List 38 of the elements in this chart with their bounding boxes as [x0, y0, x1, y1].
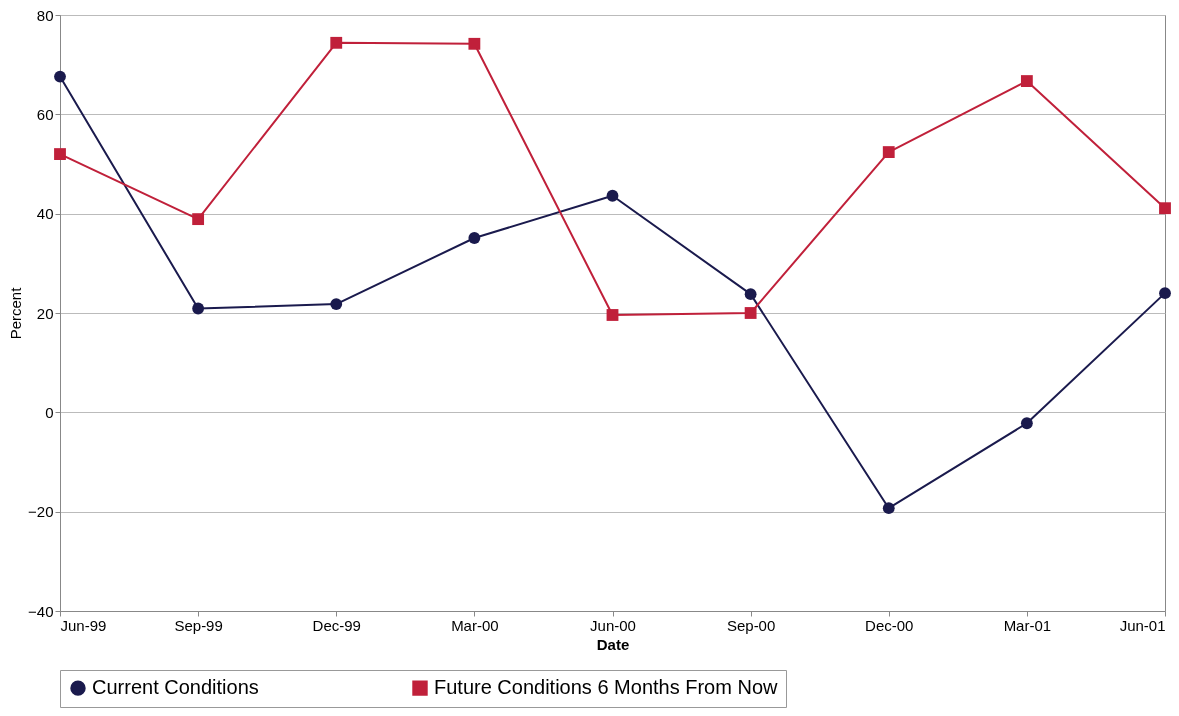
y-tick-label: −20 — [28, 503, 54, 521]
point — [1020, 75, 1033, 87]
point — [606, 189, 619, 202]
legend-label: Current Conditions — [92, 676, 259, 699]
x-tick-label: Mar-00 — [451, 616, 499, 634]
point — [54, 70, 66, 83]
y-tick-label: 80 — [36, 6, 54, 24]
point — [882, 146, 895, 158]
y-axis-title: Percent — [7, 286, 25, 340]
point — [468, 37, 481, 50]
point — [192, 213, 205, 226]
point — [468, 232, 481, 244]
x-axis-title: Date — [596, 635, 630, 653]
x-tick-label: Dec-99 — [312, 616, 361, 634]
x-tick-label: Jun-01 — [1119, 616, 1166, 634]
y-tick-label: 60 — [36, 105, 54, 123]
y-tick-label: −40 — [28, 602, 54, 620]
legend-label: Future Conditions 6 Months From Now — [434, 676, 779, 699]
point — [882, 502, 895, 515]
x-tick-label: Mar-01 — [1003, 616, 1052, 634]
x-tick-label: Sep-00 — [726, 616, 776, 634]
point — [54, 148, 66, 160]
point — [1159, 202, 1171, 215]
x-tick-label: Jun-99 — [60, 616, 107, 634]
x-tick-label: Sep-99 — [174, 616, 223, 634]
point — [330, 298, 343, 310]
point — [744, 307, 757, 319]
x-tick-label: Jun-00 — [590, 616, 636, 634]
point — [1159, 287, 1171, 300]
y-tick-label: 20 — [36, 304, 54, 322]
point — [192, 302, 205, 315]
x-tick-label: Dec-00 — [865, 616, 914, 634]
point — [606, 309, 619, 321]
point — [1020, 417, 1033, 430]
y-tick-label: 0 — [45, 403, 54, 421]
point — [330, 36, 343, 49]
point — [744, 288, 757, 301]
y-tick-label: 40 — [36, 205, 54, 223]
